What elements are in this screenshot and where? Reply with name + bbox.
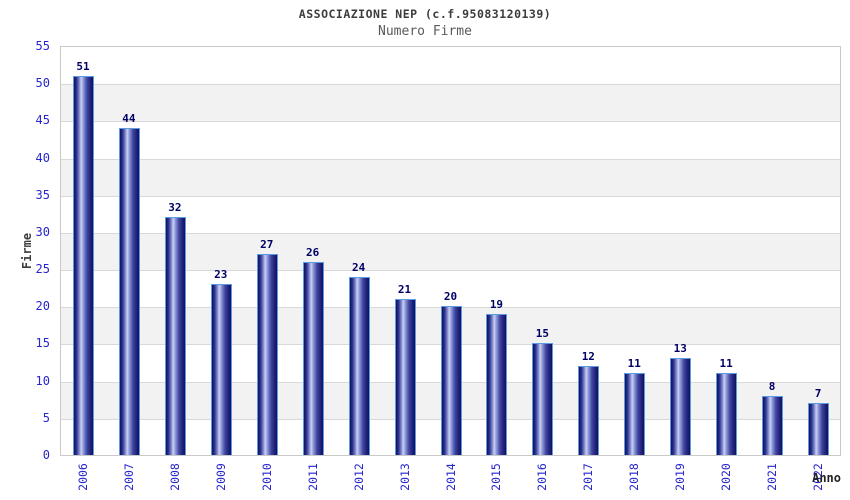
- x-tick-label: 2013: [397, 463, 412, 491]
- bar: [72, 75, 94, 455]
- bar-value-label: 12: [581, 349, 595, 363]
- bar: [348, 276, 370, 455]
- gridline: [61, 232, 840, 234]
- x-axis-title: Anno: [812, 471, 841, 485]
- y-tick-label: 25: [35, 262, 50, 277]
- bar: [578, 365, 600, 455]
- chart-title: ASSOCIAZIONE NEP (c.f.95083120139): [298, 7, 552, 21]
- bar-value-label: 32: [168, 201, 182, 215]
- x-tick-label: 2012: [351, 463, 366, 491]
- bar: [716, 373, 738, 455]
- y-tick-label: 10: [35, 373, 50, 388]
- plot-band: [61, 232, 840, 271]
- bar-value-label: 51: [76, 59, 90, 73]
- x-tick-label: 2021: [765, 463, 780, 491]
- bar: [164, 217, 186, 455]
- y-tick-label: 5: [42, 410, 50, 425]
- bar-value-label: 11: [627, 357, 641, 371]
- x-tick-label: 2014: [443, 463, 458, 491]
- x-tick-label: 2008: [167, 463, 182, 491]
- bar: [302, 261, 324, 455]
- x-tick-label: 2019: [673, 463, 688, 491]
- bar: [440, 306, 462, 455]
- x-tick-label: 2015: [489, 463, 504, 491]
- bar-value-label: 7: [814, 386, 822, 400]
- bar: [532, 343, 554, 455]
- y-tick-label: 45: [35, 113, 50, 128]
- bar-value-label: 15: [535, 327, 549, 341]
- bar-value-label: 8: [768, 379, 776, 393]
- y-axis-title: Firme: [20, 232, 34, 270]
- y-tick-label: 55: [35, 39, 50, 53]
- chart-subtitle: Numero Firme: [378, 24, 472, 39]
- x-tick-label: 2010: [259, 463, 274, 491]
- plot-band: [61, 158, 840, 196]
- bar: [210, 283, 232, 455]
- gridline: [61, 270, 840, 272]
- bar-value-label: 24: [351, 260, 366, 274]
- bar: [808, 402, 830, 455]
- bar-value-label: 26: [306, 245, 320, 259]
- y-tick-label: 30: [35, 224, 50, 239]
- gridline: [61, 195, 840, 197]
- bar-value-label: 13: [673, 342, 687, 356]
- y-tick-label: 35: [35, 187, 50, 202]
- bar: [670, 358, 692, 455]
- y-tick-label: 15: [35, 336, 50, 351]
- y-tick-label: 0: [42, 448, 50, 462]
- bar: [486, 313, 508, 455]
- bar-value-label: 20: [443, 290, 458, 304]
- plot-area: [60, 46, 841, 456]
- x-tick-label: 2020: [719, 463, 734, 491]
- x-tick-label: 2006: [75, 463, 90, 491]
- gridline: [61, 158, 840, 160]
- gridline: [61, 84, 840, 86]
- plot-band: [61, 84, 840, 122]
- bar: [762, 395, 784, 455]
- x-tick-label: 2009: [213, 463, 228, 491]
- bar: [624, 373, 646, 455]
- bar-value-label: 21: [397, 282, 412, 296]
- bar-value-label: 23: [214, 267, 228, 281]
- x-tick-label: 2007: [121, 463, 136, 491]
- bar: [394, 298, 416, 455]
- x-tick-label: 2016: [535, 463, 550, 491]
- y-tick-label: 40: [35, 150, 50, 165]
- gridline: [61, 121, 840, 123]
- bar-value-label: 44: [122, 111, 136, 125]
- bar: [118, 127, 140, 455]
- y-tick-label: 20: [35, 299, 50, 314]
- bar-value-label: 11: [719, 357, 733, 371]
- y-tick-label: 50: [35, 76, 50, 91]
- x-tick-label: 2018: [627, 463, 642, 491]
- bar-value-label: 19: [489, 297, 504, 311]
- x-tick-label: 2017: [581, 463, 596, 491]
- x-tick-label: 2011: [305, 463, 320, 491]
- bar-value-label: 27: [260, 238, 274, 252]
- bar: [256, 254, 278, 455]
